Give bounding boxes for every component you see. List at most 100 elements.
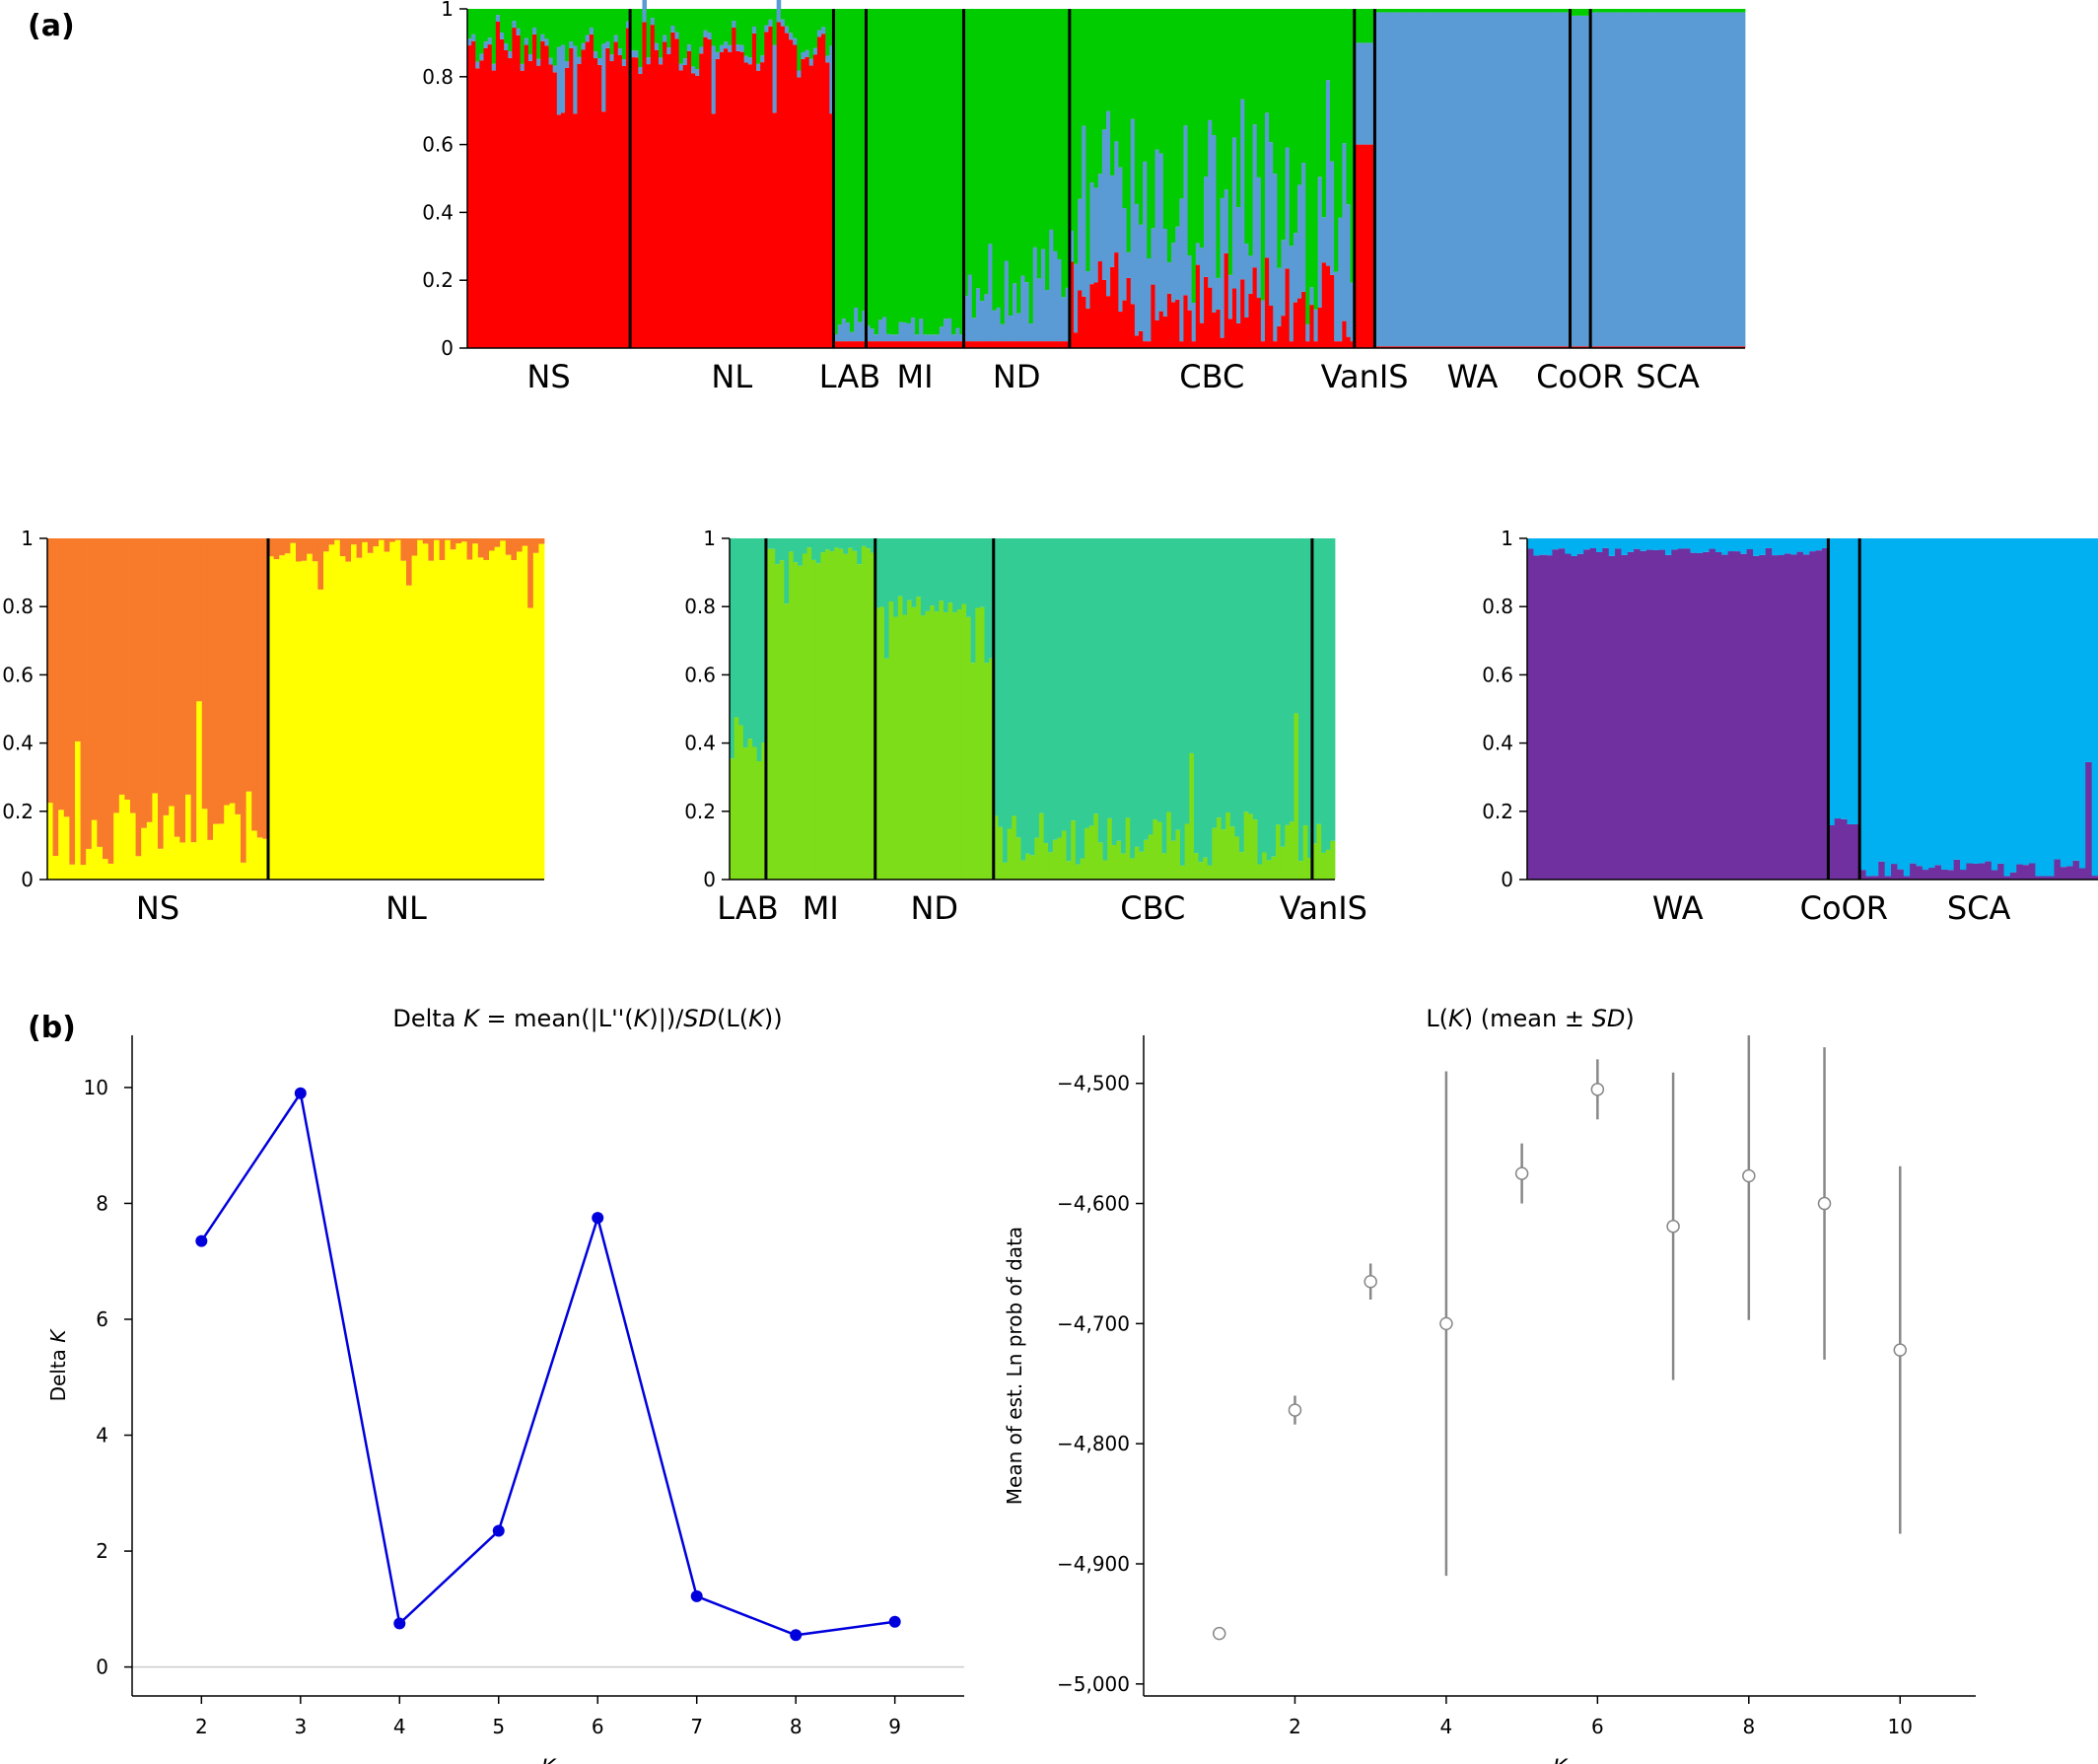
bar-green [854,9,859,308]
bar-red [508,57,513,348]
bar-green [1317,9,1323,177]
bar-bottom [229,803,236,880]
bar-blue [1277,267,1282,326]
bar-bottom [1684,548,1691,880]
bar-top [1589,538,1597,548]
bar-green [1162,9,1168,229]
bar-top [2085,538,2093,762]
bar-red [1732,346,1738,348]
bar-red [1399,346,1404,348]
population-label: CBC [1179,358,1244,395]
bar-top [1184,538,1190,824]
bar-green [1040,9,1046,249]
bar-bottom [920,615,926,880]
bar-blue [980,301,985,342]
bar-red [801,58,805,349]
bar-top [69,538,76,865]
bar-green [947,9,952,318]
bar-top [1203,538,1209,858]
bar-green [479,9,484,54]
bar-bottom [500,540,507,880]
bar-red [1045,341,1050,348]
bar-green [1085,9,1090,272]
bar-blue [1594,12,1599,347]
bar-green [862,9,867,312]
population-label: NL [385,889,427,927]
bar-green [1171,9,1176,244]
bar-red [980,341,985,348]
bar-green [793,9,798,38]
bar-blue [581,42,587,50]
delta-k-point [294,1087,307,1099]
bar-red [1639,346,1644,348]
bar-bottom [1640,550,1647,880]
bar-green [841,9,847,319]
bar-blue [1195,243,1201,265]
bar-red [1382,346,1388,348]
bar-blue [1097,174,1103,262]
bar-bottom [1043,843,1049,880]
bar-bottom [1664,554,1672,880]
bar-blue [670,25,675,33]
bar-bottom [1884,876,1892,880]
bar-red [1101,279,1107,348]
bar-red [520,70,525,348]
bar-blue [666,47,671,54]
bar-bottom [775,564,781,880]
bar-green [1187,9,1193,256]
bar-top [158,538,164,849]
bar-top [1608,538,1616,556]
bar-green [756,9,761,64]
bar-red [621,65,627,348]
bar-bottom [1015,837,1021,880]
bar-red [1724,346,1729,348]
bar-green [1488,9,1494,13]
bar-green [789,9,794,34]
bar-bottom [730,758,735,880]
bar-top [1552,538,1560,550]
bar-top [1972,538,1980,864]
bar-blue [1049,229,1054,342]
bar-top [296,538,302,562]
y-tick-label: 10 [84,1076,108,1099]
bar-red [1619,346,1624,348]
bar-bottom [1772,555,1779,880]
bar-bottom [52,855,59,880]
bar-bottom [163,814,170,880]
bar-red [760,62,765,349]
bar-green [1139,9,1144,225]
bar-green [605,9,610,41]
bar-bottom [394,539,401,880]
bar-green [1708,9,1713,13]
bar-bottom [979,606,985,880]
bar-blue [475,61,480,69]
bar-bottom [1225,811,1231,880]
bar-red [1508,346,1514,348]
bar-blue [772,44,778,113]
bar-red [1162,316,1168,348]
bar-green [1525,9,1530,13]
bar-blue [1000,323,1006,342]
bar-top [1834,538,1842,819]
bar-blue [536,58,541,66]
bar-red [870,341,875,348]
bar-red [732,27,736,349]
bar-red [495,22,501,349]
bar-bottom [925,610,931,880]
bar-red [1187,310,1193,348]
bar-green [858,9,863,322]
bar-top [218,538,225,824]
bar-top [1048,538,1054,853]
bar-blue [1082,125,1086,297]
bar-blue [1529,12,1534,347]
bar-bottom [367,552,374,880]
bar-blue [573,45,578,114]
bar-green [552,9,558,66]
bar-red [890,341,895,348]
bar-red [1602,346,1608,348]
bar-bottom [1539,554,1547,880]
bar-top [1690,538,1698,553]
bar-bottom [2009,872,2017,880]
bar-blue [1455,12,1461,347]
